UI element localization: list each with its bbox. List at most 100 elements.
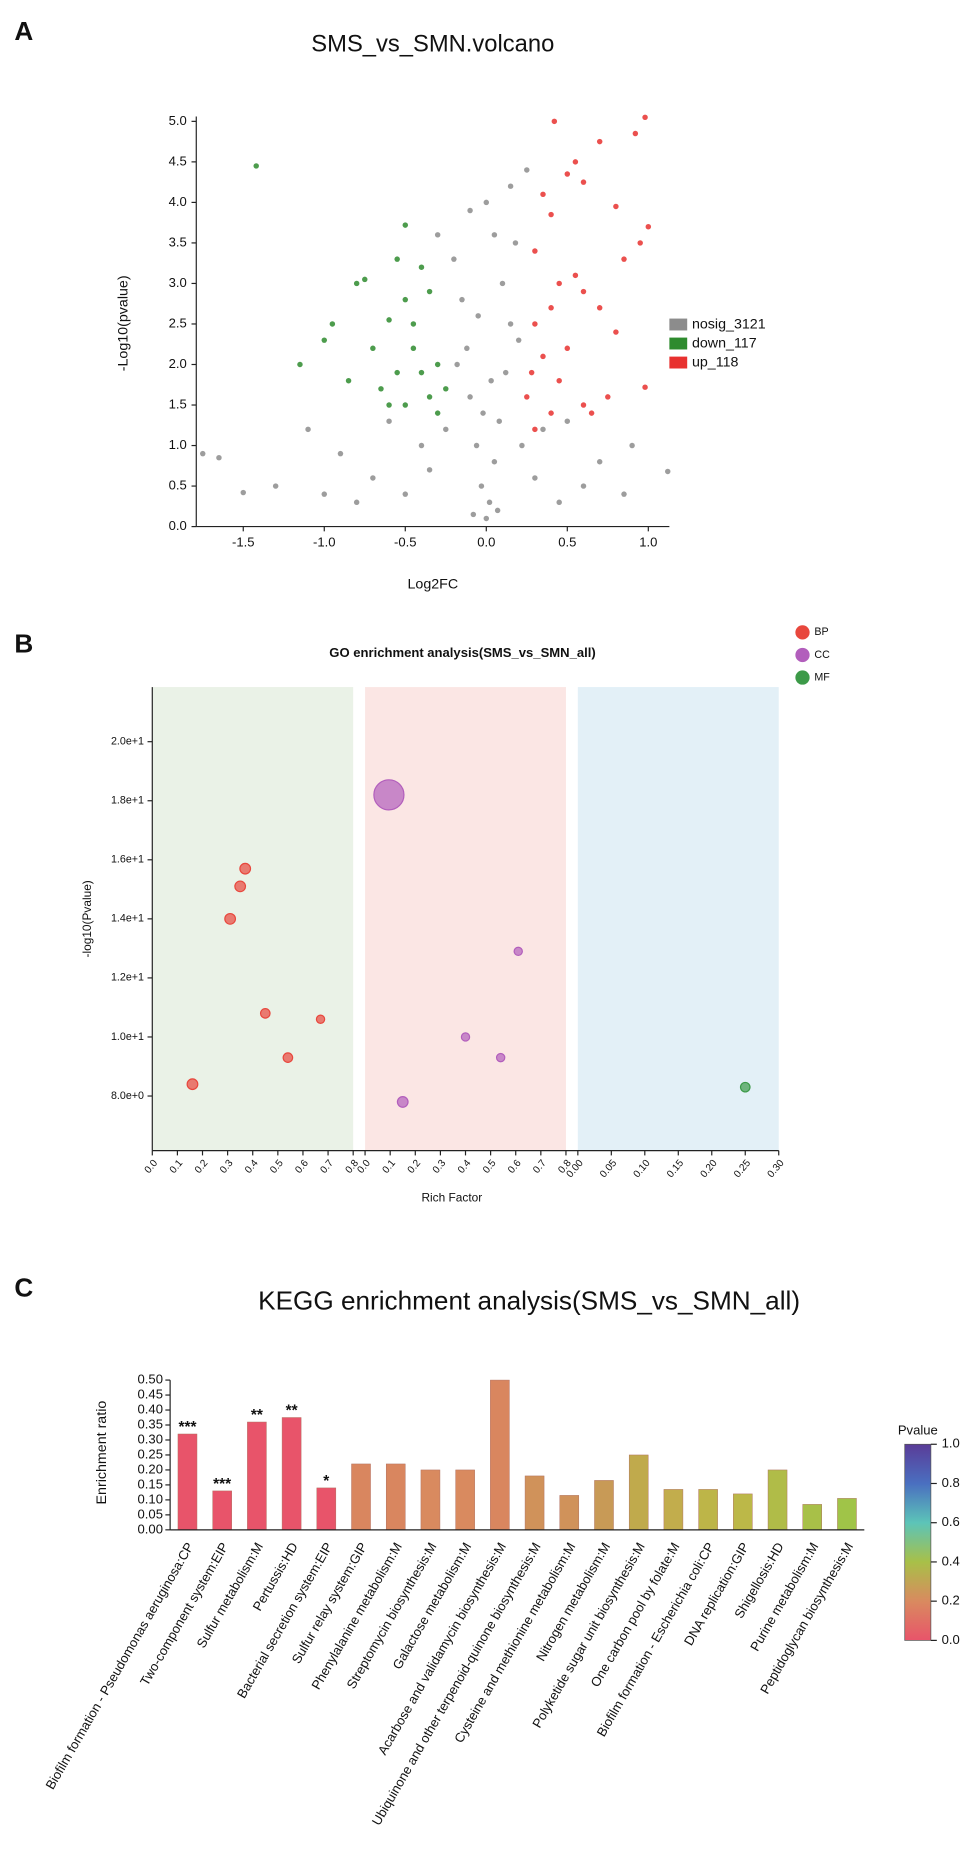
y-tick-label: 4.5	[169, 153, 187, 168]
point	[588, 410, 595, 416]
point	[524, 167, 530, 173]
point	[665, 468, 671, 475]
y-tick-label: 8.0e+0	[111, 1090, 144, 1102]
point	[329, 321, 336, 327]
point	[470, 511, 477, 518]
point	[564, 345, 571, 352]
point	[540, 191, 546, 198]
bar	[177, 1433, 198, 1531]
y-tick-label: 3.0	[169, 275, 187, 290]
bar	[733, 1493, 753, 1531]
point	[426, 467, 433, 473]
point	[454, 361, 460, 368]
point	[418, 442, 425, 449]
chart-title: GO enrichment analysis(SMS_vs_SMN_all)	[329, 645, 595, 660]
x-tick-label: 0.7	[531, 1158, 549, 1176]
point	[548, 211, 554, 218]
x-tick-label: 0.05	[598, 1158, 619, 1180]
bubble	[495, 1052, 506, 1063]
colorbar-tick-label: 0.0	[942, 1632, 960, 1647]
y-tick-label: 3.5	[169, 234, 187, 249]
bar	[559, 1495, 580, 1531]
bubble	[396, 1096, 409, 1108]
point	[410, 345, 417, 352]
point	[532, 475, 538, 481]
point	[418, 369, 425, 376]
point	[353, 499, 360, 506]
point	[434, 410, 441, 416]
y-axis-label: -Log10(pvalue)	[116, 275, 132, 371]
colorbar-tick-label: 0.2	[942, 1593, 960, 1608]
point	[386, 317, 392, 323]
x-tick-label: 0.30	[766, 1158, 787, 1180]
point	[321, 337, 328, 343]
point	[564, 418, 571, 424]
point	[564, 171, 571, 177]
point	[491, 459, 498, 465]
point	[596, 305, 603, 311]
point	[494, 507, 501, 514]
y-tick-label: 1.0	[169, 437, 187, 452]
point	[297, 361, 303, 368]
point	[580, 288, 587, 295]
colorbar-tick-label: 0.6	[942, 1514, 960, 1529]
panel-background	[577, 687, 779, 1151]
point	[642, 114, 648, 121]
point	[580, 179, 587, 185]
y-tick-label: 1.2e+1	[111, 972, 144, 984]
point	[642, 384, 648, 390]
point	[200, 450, 206, 457]
chart-title: KEGG enrichment analysis(SMS_vs_SMN_all)	[258, 1286, 800, 1316]
point	[426, 394, 433, 400]
bar	[385, 1463, 406, 1531]
panel-background	[152, 687, 354, 1151]
bubble	[513, 946, 523, 957]
point	[475, 313, 481, 319]
point	[402, 491, 409, 497]
y-axis-label: Enrichment ratio	[94, 1401, 110, 1505]
point	[548, 410, 554, 416]
point	[253, 163, 259, 169]
point	[426, 288, 433, 295]
point	[353, 280, 360, 287]
colorbar-title: Pvalue	[898, 1423, 938, 1438]
point	[621, 491, 627, 497]
x-tick-label: 0.5	[481, 1158, 499, 1176]
point	[551, 118, 558, 125]
point	[645, 223, 652, 230]
bar	[247, 1421, 267, 1531]
bubble	[186, 1078, 199, 1091]
point	[443, 426, 449, 433]
point	[345, 377, 352, 384]
x-tick-label: 0.6	[293, 1158, 311, 1176]
bar	[351, 1463, 371, 1531]
x-tick-label: 0.4	[243, 1158, 261, 1176]
point	[596, 459, 603, 465]
point	[337, 450, 344, 457]
legend-label: MF	[814, 671, 830, 683]
x-tick-label: 0.20	[699, 1158, 720, 1180]
bar	[455, 1469, 475, 1531]
point	[483, 515, 490, 522]
x-tick-label: 0.0	[143, 1158, 161, 1176]
significance-label: ***	[178, 1419, 196, 1436]
point	[480, 410, 486, 416]
x-tick-label: 0.5	[268, 1158, 286, 1176]
point	[512, 240, 519, 246]
point	[478, 483, 485, 489]
y-tick-label: 0.10	[138, 1491, 163, 1506]
legend-label: CC	[814, 649, 830, 661]
y-tick-label: 1.0e+1	[111, 1031, 144, 1043]
bar	[490, 1379, 510, 1531]
point	[556, 377, 562, 384]
point	[434, 361, 441, 368]
point	[305, 426, 311, 433]
x-tick-label: Ubiquinone and other terpenoid-quinone b…	[369, 1540, 544, 1828]
point	[451, 256, 457, 262]
panel-label: C	[14, 1273, 33, 1303]
point	[488, 377, 494, 384]
point	[556, 499, 562, 506]
point	[434, 232, 441, 238]
